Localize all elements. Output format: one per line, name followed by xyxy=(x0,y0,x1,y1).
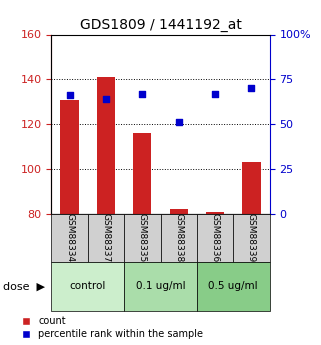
Text: control: control xyxy=(70,282,106,291)
Text: GSM88335: GSM88335 xyxy=(138,214,147,263)
Text: GSM88334: GSM88334 xyxy=(65,214,74,263)
Title: GDS1809 / 1441192_at: GDS1809 / 1441192_at xyxy=(80,18,241,32)
Text: GSM88336: GSM88336 xyxy=(211,214,220,263)
FancyBboxPatch shape xyxy=(88,214,124,262)
Text: GSM88339: GSM88339 xyxy=(247,214,256,263)
Text: 0.5 ug/ml: 0.5 ug/ml xyxy=(208,282,258,291)
Bar xyxy=(97,77,115,214)
FancyBboxPatch shape xyxy=(124,262,197,310)
FancyBboxPatch shape xyxy=(197,262,270,310)
Point xyxy=(249,86,254,91)
Bar xyxy=(133,133,152,214)
Text: 0.1 ug/ml: 0.1 ug/ml xyxy=(136,282,185,291)
Text: dose  ▶: dose ▶ xyxy=(3,282,45,291)
Point xyxy=(140,91,145,97)
Text: GSM88337: GSM88337 xyxy=(101,214,110,263)
Bar xyxy=(242,162,261,214)
Bar xyxy=(206,211,224,214)
FancyBboxPatch shape xyxy=(124,214,160,262)
FancyBboxPatch shape xyxy=(51,214,88,262)
Bar xyxy=(169,209,188,214)
FancyBboxPatch shape xyxy=(197,214,233,262)
Text: GSM88338: GSM88338 xyxy=(174,214,183,263)
Point xyxy=(67,93,72,98)
FancyBboxPatch shape xyxy=(233,214,270,262)
Point xyxy=(213,91,218,97)
Point xyxy=(103,96,108,102)
Legend: count, percentile rank within the sample: count, percentile rank within the sample xyxy=(21,316,204,339)
Bar xyxy=(60,99,79,214)
Point xyxy=(176,120,181,125)
FancyBboxPatch shape xyxy=(160,214,197,262)
FancyBboxPatch shape xyxy=(51,262,124,310)
